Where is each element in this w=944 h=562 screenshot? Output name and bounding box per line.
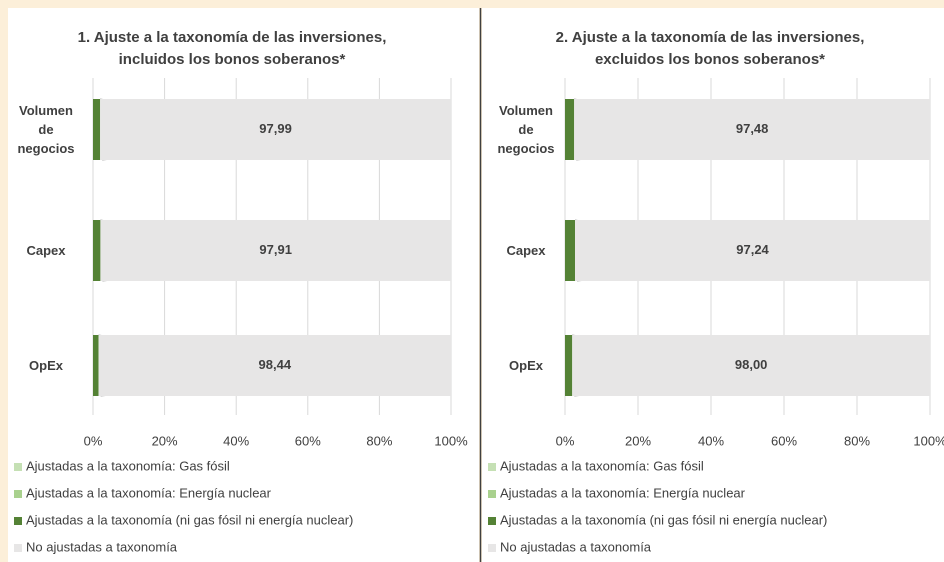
category-label: Capex — [506, 243, 546, 258]
value-label: 97,48 — [736, 121, 769, 136]
legend-swatch — [14, 490, 22, 498]
x-tick-label: 60% — [295, 433, 321, 448]
legend-swatch — [14, 517, 22, 525]
x-tick-label: 20% — [625, 433, 651, 448]
bar-segment — [565, 220, 576, 281]
legend-swatch — [14, 544, 22, 552]
legend-label: Ajustadas a la taxonomía (ni gas fósil n… — [500, 512, 827, 527]
value-label: 97,91 — [259, 242, 292, 257]
bar-segment — [575, 220, 930, 281]
bar-segment — [98, 335, 452, 396]
panel — [8, 8, 479, 562]
legend-label: Ajustadas a la taxonomía: Energía nuclea… — [26, 485, 272, 500]
chart-title: 2. Ajuste a la taxonomía de las inversio… — [556, 29, 865, 46]
bar-segment — [93, 220, 101, 281]
chart-title: 1. Ajuste a la taxonomía de las inversio… — [78, 29, 387, 46]
legend-swatch — [488, 544, 496, 552]
value-label: 97,99 — [259, 121, 292, 136]
bar-segment — [100, 220, 451, 281]
bar-segment — [93, 335, 99, 396]
chart-title: incluidos los bonos soberanos* — [119, 51, 346, 68]
x-tick-label: 100% — [434, 433, 468, 448]
value-label: 97,24 — [736, 242, 769, 257]
bar-segment — [565, 335, 573, 396]
x-tick-label: 0% — [84, 433, 103, 448]
value-label: 98,00 — [735, 357, 768, 372]
category-label: Capex — [26, 243, 66, 258]
legend-label: No ajustadas a taxonomía — [26, 539, 178, 554]
legend-label: Ajustadas a la taxonomía: Gas fósil — [500, 458, 704, 473]
chart-title: excluidos los bonos soberanos* — [595, 51, 825, 68]
bar-segment — [574, 99, 931, 160]
bar-segment — [93, 99, 101, 160]
category-label: OpEx — [29, 358, 63, 373]
x-tick-label: 40% — [698, 433, 724, 448]
x-tick-label: 100% — [913, 433, 944, 448]
category-label: OpEx — [509, 358, 543, 373]
panel — [482, 8, 944, 562]
x-tick-label: 40% — [223, 433, 249, 448]
legend-swatch — [14, 463, 22, 471]
x-tick-label: 0% — [556, 433, 575, 448]
legend-label: No ajustadas a taxonomía — [500, 539, 652, 554]
legend-label: Ajustadas a la taxonomía: Energía nuclea… — [500, 485, 746, 500]
x-tick-label: 60% — [771, 433, 797, 448]
x-tick-label: 80% — [366, 433, 392, 448]
category-label: Volumen de negocios — [17, 103, 75, 156]
x-tick-label: 80% — [844, 433, 870, 448]
legend-swatch — [488, 463, 496, 471]
legend-swatch — [488, 517, 496, 525]
legend-swatch — [488, 490, 496, 498]
bar-segment — [572, 335, 930, 396]
bar-segment — [565, 99, 575, 160]
bar-segment — [100, 99, 451, 160]
category-label: Volumen de negocios — [497, 103, 555, 156]
legend-label: Ajustadas a la taxonomía (ni gas fósil n… — [26, 512, 353, 527]
legend-label: Ajustadas a la taxonomía: Gas fósil — [26, 458, 230, 473]
x-tick-label: 20% — [152, 433, 178, 448]
value-label: 98,44 — [259, 357, 292, 372]
